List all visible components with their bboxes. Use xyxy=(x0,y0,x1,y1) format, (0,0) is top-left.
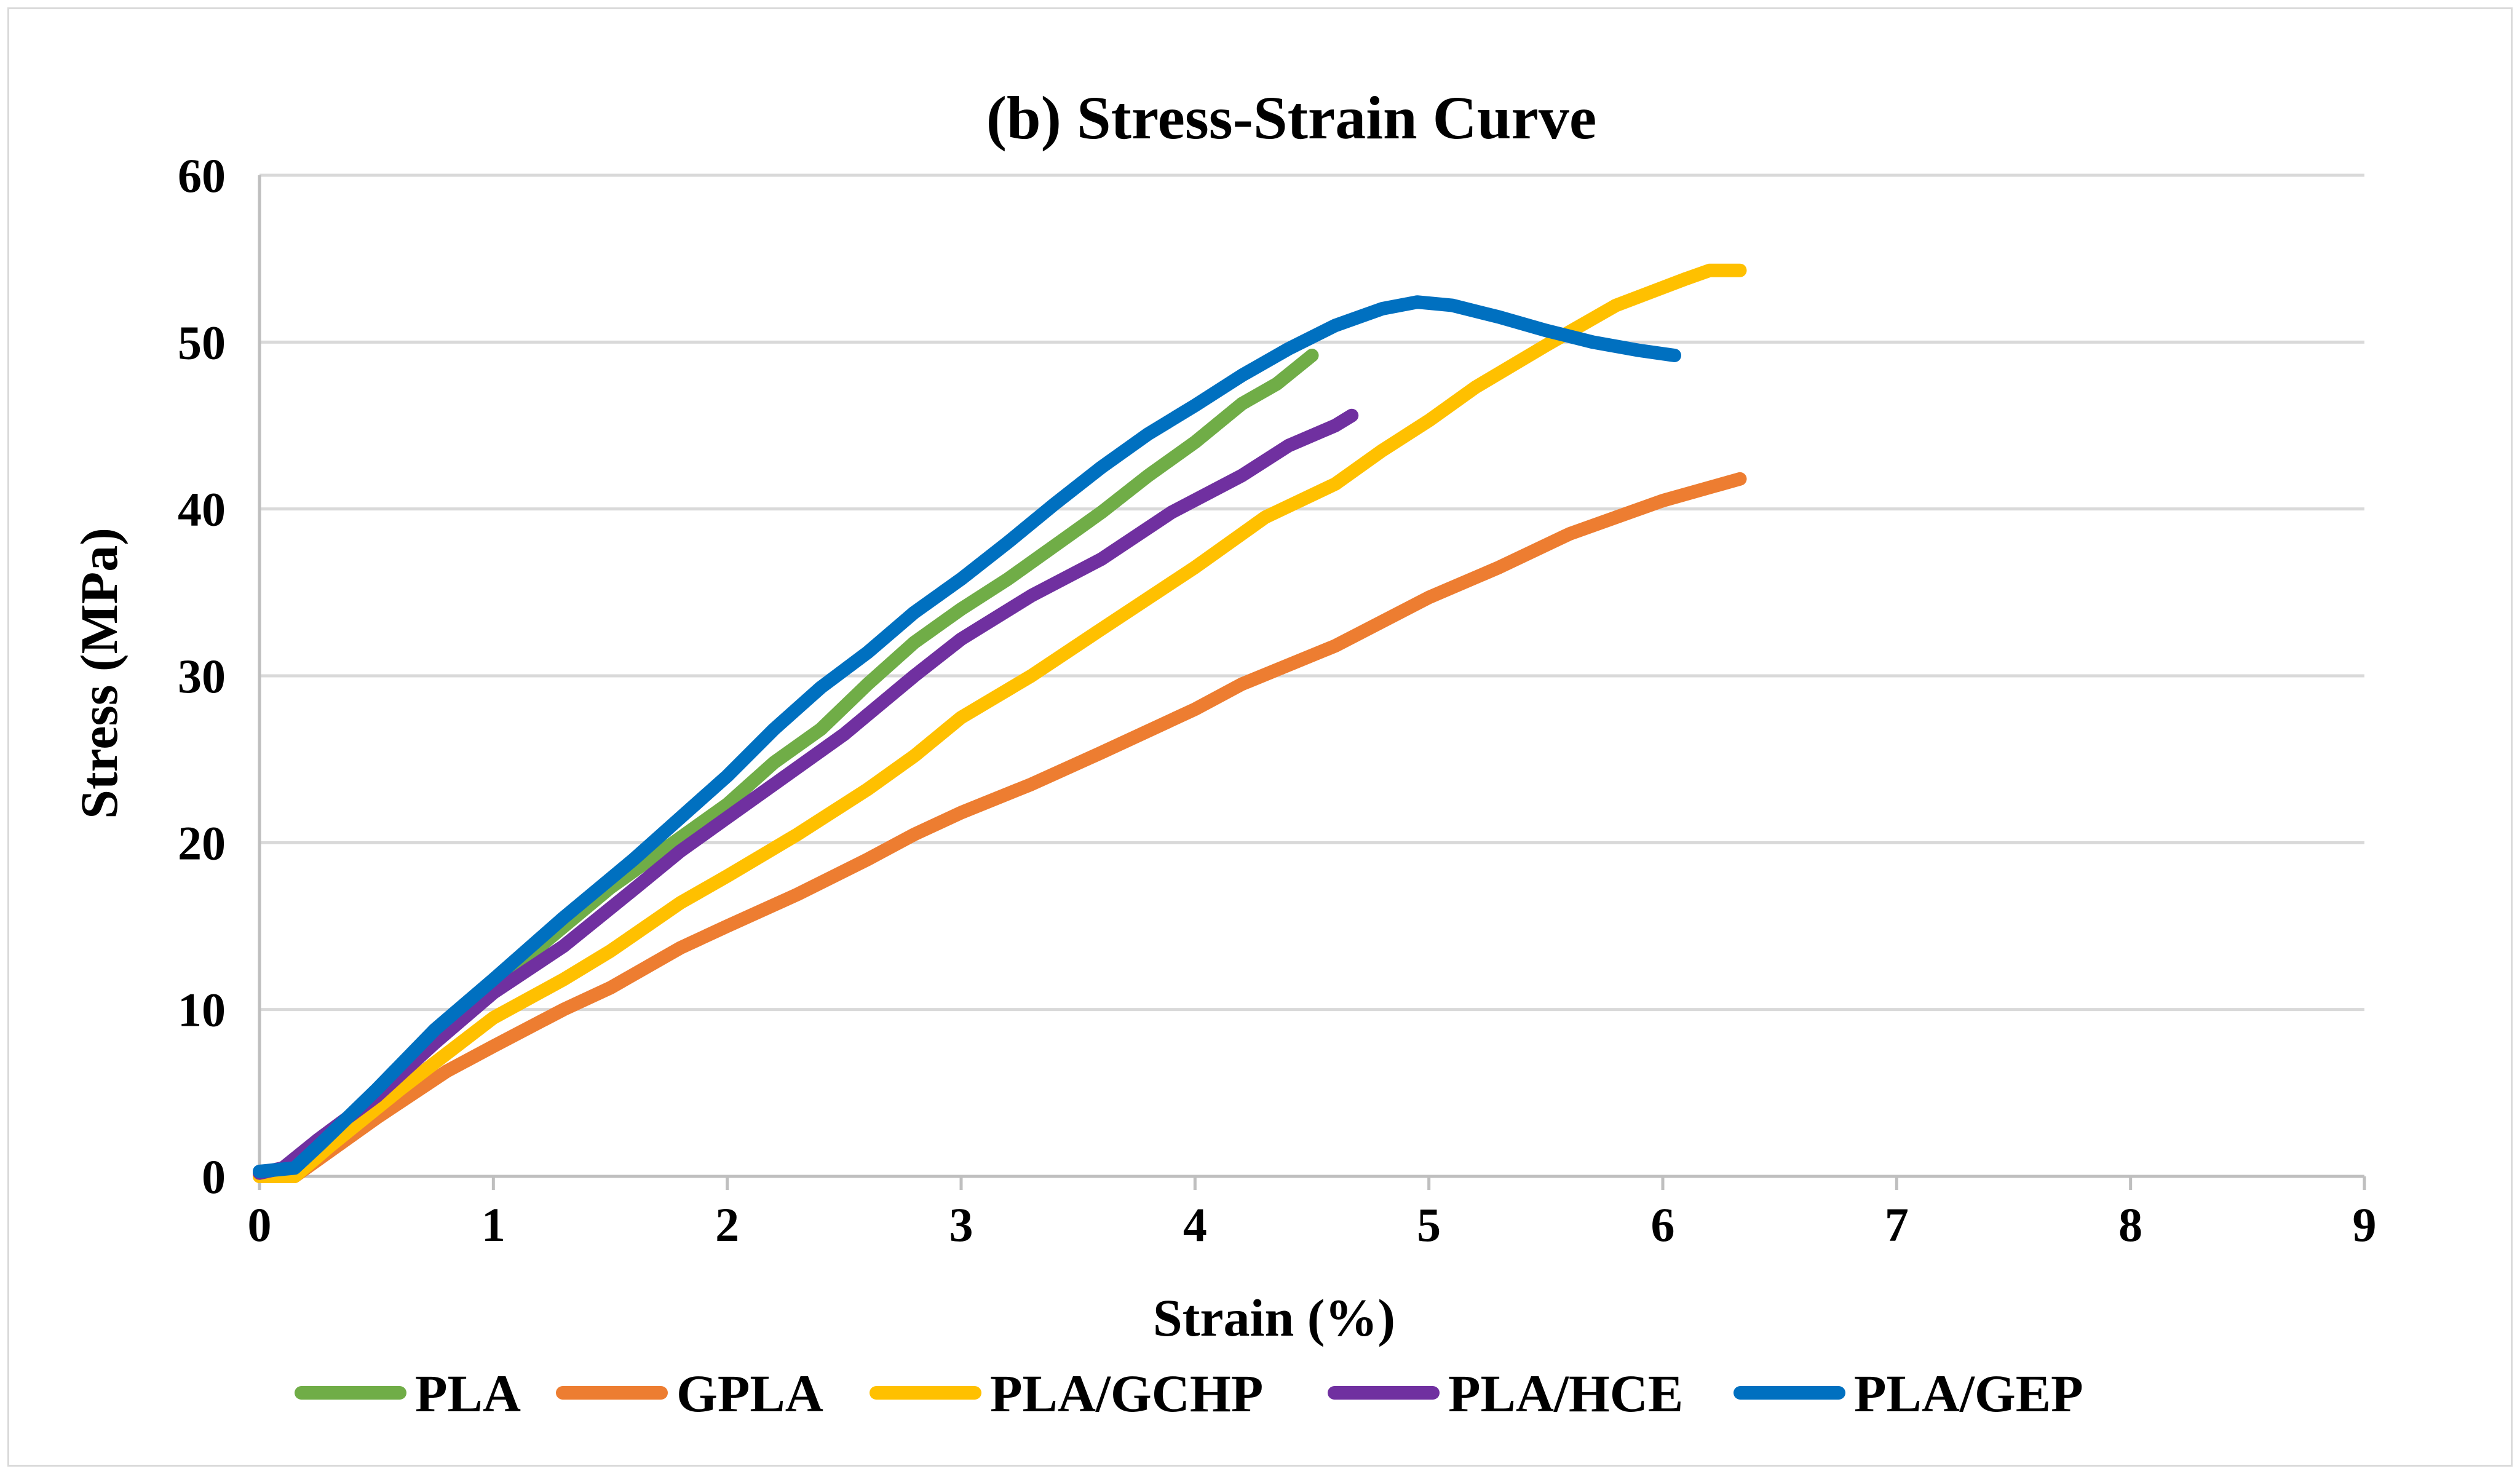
x-tick-label: 1 xyxy=(481,1198,505,1251)
gridlines xyxy=(260,173,2364,1012)
x-tick-label: 2 xyxy=(715,1198,739,1251)
data-series xyxy=(253,263,1747,1183)
x-tick-label: 5 xyxy=(1417,1198,1441,1251)
y-tick-label: 60 xyxy=(178,149,226,202)
series-line-pla-gep xyxy=(253,295,1681,1178)
y-tick-labels: 0 10 20 30 40 50 60 xyxy=(178,149,226,1203)
legend-label: PLA/GEP xyxy=(1854,1364,2083,1423)
y-axis-label: Stress (MPa) xyxy=(69,528,129,819)
legend-label: GPLA xyxy=(676,1364,823,1423)
series-line-pla-hce xyxy=(253,408,1359,1180)
x-tick-label: 9 xyxy=(2353,1198,2377,1251)
y-tick-label: 50 xyxy=(178,315,226,369)
y-tick-label: 10 xyxy=(178,983,226,1037)
legend-label: PLA/HCE xyxy=(1448,1364,1683,1423)
x-tick-label: 6 xyxy=(1651,1198,1675,1251)
x-tick-label: 3 xyxy=(949,1198,973,1251)
x-tick-label: 0 xyxy=(248,1198,272,1251)
y-tick-label: 40 xyxy=(178,483,226,536)
x-tick-label: 7 xyxy=(1885,1198,1909,1251)
chart-title: (b) Stress-Strain Curve xyxy=(986,84,1597,152)
y-tick-label: 20 xyxy=(178,816,226,870)
series-line-pla-gchp xyxy=(253,263,1747,1183)
legend-label: PLA xyxy=(415,1364,521,1423)
legend: PLA GPLA PLA/GCHP PLA/HCE PLA/GEP xyxy=(295,1364,2083,1423)
y-tick-label: 30 xyxy=(178,649,226,703)
y-tick-label: 0 xyxy=(202,1150,226,1203)
x-tick-label: 8 xyxy=(2118,1198,2142,1251)
x-tick-label: 4 xyxy=(1183,1198,1207,1251)
x-tick-labels: 0 1 2 3 4 5 6 7 8 9 xyxy=(248,1198,2377,1251)
axes xyxy=(258,175,2366,1190)
legend-label: PLA/GCHP xyxy=(990,1364,1263,1423)
series-line-gpla xyxy=(253,472,1747,1183)
chart-frame xyxy=(7,7,2513,1467)
x-axis-label: Strain (%) xyxy=(1153,1288,1395,1347)
